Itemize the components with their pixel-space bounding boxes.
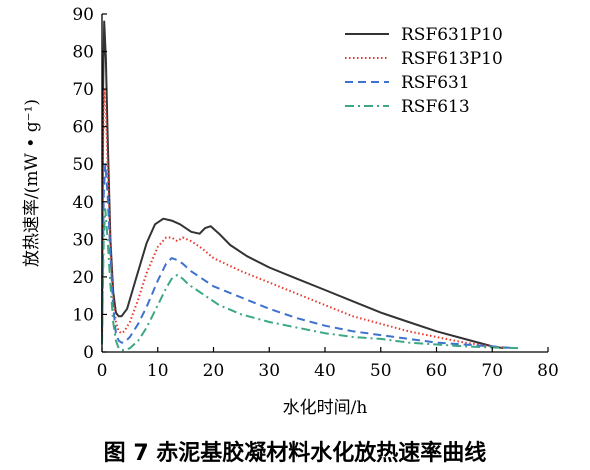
legend-label-rsf613: RSF613 xyxy=(401,97,470,117)
legend-label-rsf613p10: RSF613P10 xyxy=(401,49,503,69)
legend-label-rsf631p10: RSF631P10 xyxy=(401,25,503,45)
x-tick-label: 0 xyxy=(97,361,108,381)
x-tick-label: 70 xyxy=(481,361,503,381)
y-tick-label: 60 xyxy=(72,118,94,138)
legend-label-rsf631: RSF631 xyxy=(401,73,470,93)
x-tick-label: 50 xyxy=(370,361,392,381)
y-tick-label: 90 xyxy=(72,5,94,25)
y-tick-label: 40 xyxy=(72,193,94,213)
y-tick-label: 30 xyxy=(72,230,94,250)
series-line-rsf631 xyxy=(101,163,515,350)
x-tick-label: 30 xyxy=(258,361,280,381)
x-tick-label: 10 xyxy=(147,361,169,381)
curves-layer xyxy=(101,20,521,352)
x-tick-label: 20 xyxy=(203,361,225,381)
y-axis-label: 放热速率/(mW • g⁻¹) xyxy=(22,99,42,267)
legend: RSF631P10 RSF613P10 RSF631 RSF613 xyxy=(345,25,503,117)
x-tick-label: 60 xyxy=(426,361,448,381)
y-tick-label: 10 xyxy=(72,305,94,325)
x-tick-label: 80 xyxy=(537,361,559,381)
x-tick-label: 40 xyxy=(314,361,336,381)
series-line-rsf631p10 xyxy=(101,20,504,350)
series-line-rsf613 xyxy=(101,208,521,352)
y-tick-label: 50 xyxy=(72,155,94,175)
x-axis-label: 水化时间/h xyxy=(283,398,368,418)
y-tick-label: 80 xyxy=(72,43,94,63)
figure-caption: 图 7 赤泥基胶凝材料水化放热速率曲线 xyxy=(104,440,487,466)
ticks-layer: 0 10 20 30 40 50 60 70 80 0 10 20 30 40 50 60 70 80 90 xyxy=(72,5,558,381)
y-tick-label: 0 xyxy=(83,343,94,363)
y-tick-label: 20 xyxy=(72,268,94,288)
y-tick-label: 70 xyxy=(72,80,94,100)
